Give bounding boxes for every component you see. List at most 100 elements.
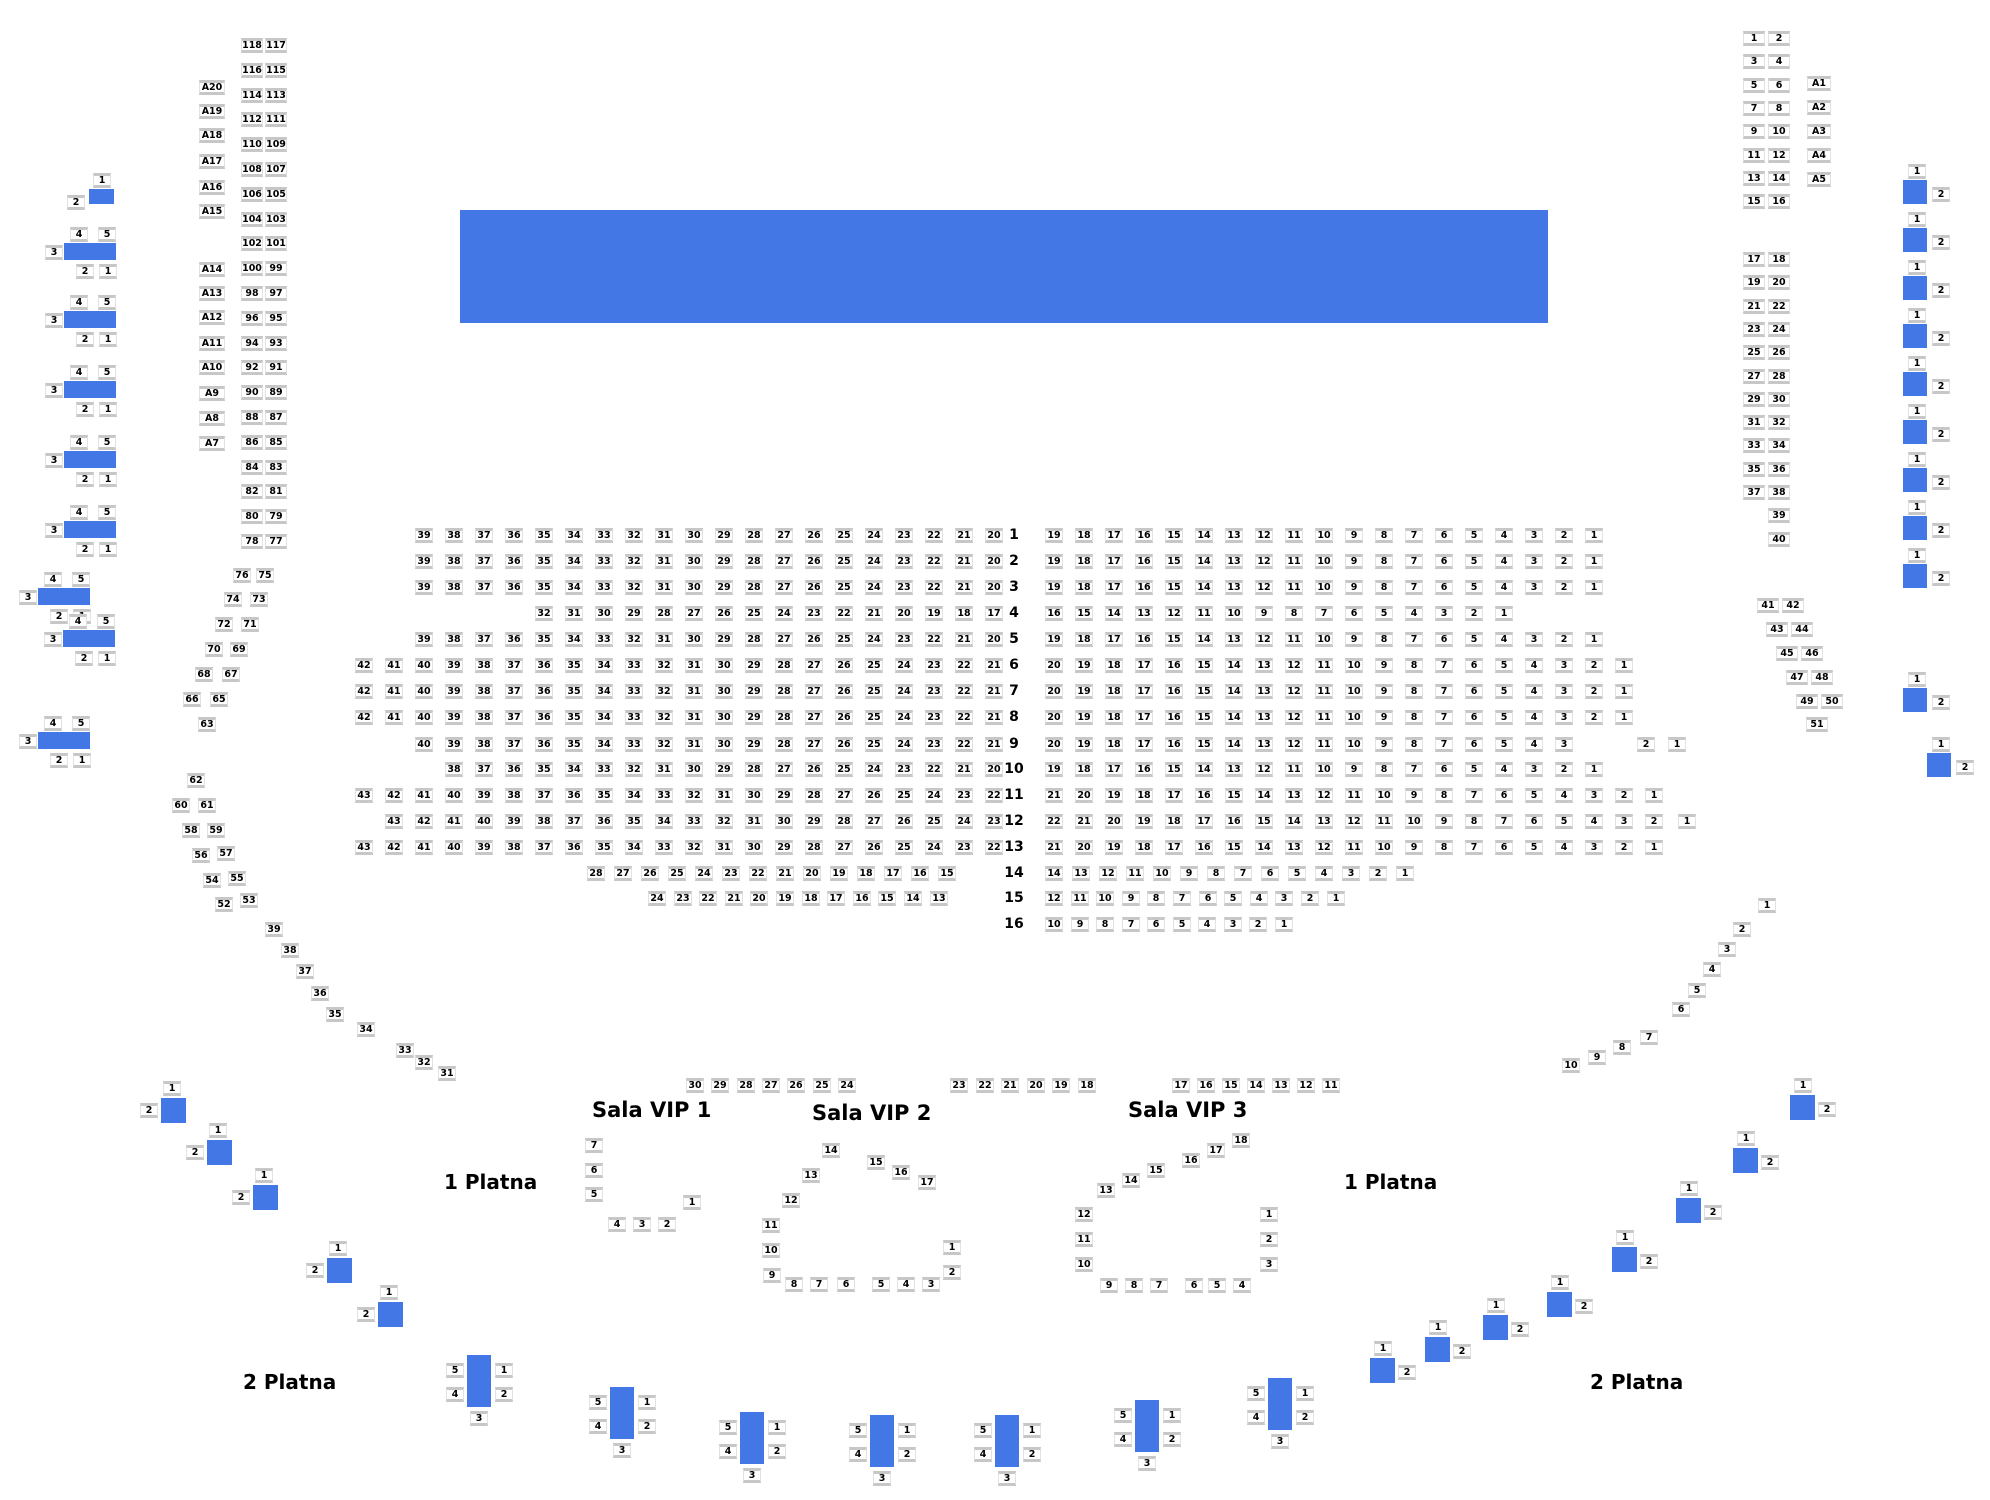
seat-2[interactable]: 2 [1249,917,1267,932]
seat-A1[interactable]: A1 [1807,76,1831,91]
seat-A11[interactable]: A11 [199,336,225,351]
seat-3[interactable]: 3 [45,313,63,328]
seat-38[interactable]: 38 [445,554,463,569]
seat-10[interactable]: 10 [1096,891,1114,906]
seat-12[interactable]: 12 [1075,1207,1093,1222]
seat-22[interactable]: 22 [955,710,973,725]
seat-118[interactable]: 118 [241,38,263,53]
seat-16[interactable]: 16 [892,1165,910,1180]
seat-18[interactable]: 18 [1105,737,1123,752]
seat-8[interactable]: 8 [1285,606,1303,621]
seat-32[interactable]: 32 [655,684,673,699]
seat-37[interactable]: 37 [475,762,493,777]
box-seat-block[interactable] [1927,753,1951,777]
seat-13[interactable]: 13 [1225,762,1243,777]
seat-2[interactable]: 2 [1932,187,1950,202]
seat-5[interactable]: 5 [1495,658,1513,673]
seat-20[interactable]: 20 [1075,840,1093,855]
seat-29[interactable]: 29 [1743,392,1765,407]
seat-9[interactable]: 9 [1405,788,1423,803]
seat-1[interactable]: 1 [1495,606,1513,621]
box-seat-block[interactable] [1903,324,1927,348]
seat-24[interactable]: 24 [955,814,973,829]
seat-29[interactable]: 29 [711,1078,729,1093]
seat-5[interactable]: 5 [589,1395,607,1410]
seat-4[interactable]: 4 [1495,632,1513,647]
seat-34[interactable]: 34 [625,840,643,855]
seat-26[interactable]: 26 [865,840,883,855]
seat-42[interactable]: 42 [1782,598,1804,613]
seat-21[interactable]: 21 [955,528,973,543]
seat-116[interactable]: 116 [241,63,263,78]
seat-28[interactable]: 28 [745,762,763,777]
seat-25[interactable]: 25 [835,762,853,777]
seat-25[interactable]: 25 [925,814,943,829]
seat-22[interactable]: 22 [985,788,1003,803]
seat-8[interactable]: 8 [1768,101,1790,116]
seat-1[interactable]: 1 [898,1423,916,1438]
seat-6[interactable]: 6 [837,1277,855,1292]
seat-6[interactable]: 6 [1672,1002,1690,1017]
seat-1[interactable]: 1 [638,1395,656,1410]
seat-26[interactable]: 26 [895,814,913,829]
seat-4[interactable]: 4 [446,1387,464,1402]
seat-17[interactable]: 17 [1105,554,1123,569]
seat-2[interactable]: 2 [1555,580,1573,595]
seat-12[interactable]: 12 [1345,814,1363,829]
seat-9[interactable]: 9 [1255,606,1273,621]
seat-14[interactable]: 14 [1195,528,1213,543]
seat-1[interactable]: 1 [1296,1386,1314,1401]
seat-5[interactable]: 5 [1224,891,1242,906]
seat-105[interactable]: 105 [265,187,287,202]
seat-17[interactable]: 17 [1105,580,1123,595]
seat-35[interactable]: 35 [1743,462,1765,477]
seat-25[interactable]: 25 [835,580,853,595]
seat-23[interactable]: 23 [925,737,943,752]
seat-39[interactable]: 39 [505,814,523,829]
box-seat-block[interactable] [1903,564,1927,588]
seat-A17[interactable]: A17 [199,154,225,169]
seat-33[interactable]: 33 [595,528,613,543]
seat-9[interactable]: 9 [1345,632,1363,647]
seat-23[interactable]: 23 [805,606,823,621]
seat-39[interactable]: 39 [445,737,463,752]
seat-22[interactable]: 22 [749,866,767,881]
seat-3[interactable]: 3 [1271,1434,1289,1449]
seat-5[interactable]: 5 [1465,580,1483,595]
seat-23[interactable]: 23 [895,554,913,569]
seat-26[interactable]: 26 [715,606,733,621]
seat-18[interactable]: 18 [1105,658,1123,673]
seat-21[interactable]: 21 [1001,1078,1019,1093]
seat-5[interactable]: 5 [72,572,90,587]
seat-4[interactable]: 4 [1555,840,1573,855]
seat-2[interactable]: 2 [1575,1299,1593,1314]
seat-32[interactable]: 32 [685,788,703,803]
seat-77[interactable]: 77 [265,534,287,549]
seat-9[interactable]: 9 [1743,124,1765,139]
seat-19[interactable]: 19 [830,866,848,881]
seat-11[interactable]: 11 [1743,148,1765,163]
seat-3[interactable]: 3 [19,734,37,749]
seat-27[interactable]: 27 [835,788,853,803]
seat-36[interactable]: 36 [565,788,583,803]
seat-1[interactable]: 1 [1585,554,1603,569]
seat-40[interactable]: 40 [475,814,493,829]
seat-10[interactable]: 10 [1315,762,1333,777]
seat-17[interactable]: 17 [1207,1143,1225,1158]
box-seat-block[interactable] [1903,228,1927,252]
seat-14[interactable]: 14 [1225,658,1243,673]
seat-17[interactable]: 17 [1105,762,1123,777]
seat-4[interactable]: 4 [1250,891,1268,906]
seat-11[interactable]: 11 [1075,1232,1093,1247]
box-seat-block[interactable] [64,521,116,538]
seat-13[interactable]: 13 [1072,866,1090,881]
seat-2[interactable]: 2 [140,1103,158,1118]
seat-2[interactable]: 2 [1453,1344,1471,1359]
seat-2[interactable]: 2 [1932,523,1950,538]
seat-11[interactable]: 11 [1126,866,1144,881]
seat-3[interactable]: 3 [1525,632,1543,647]
seat-42[interactable]: 42 [355,658,373,673]
seat-10[interactable]: 10 [1315,554,1333,569]
seat-106[interactable]: 106 [241,187,263,202]
seat-39[interactable]: 39 [445,658,463,673]
